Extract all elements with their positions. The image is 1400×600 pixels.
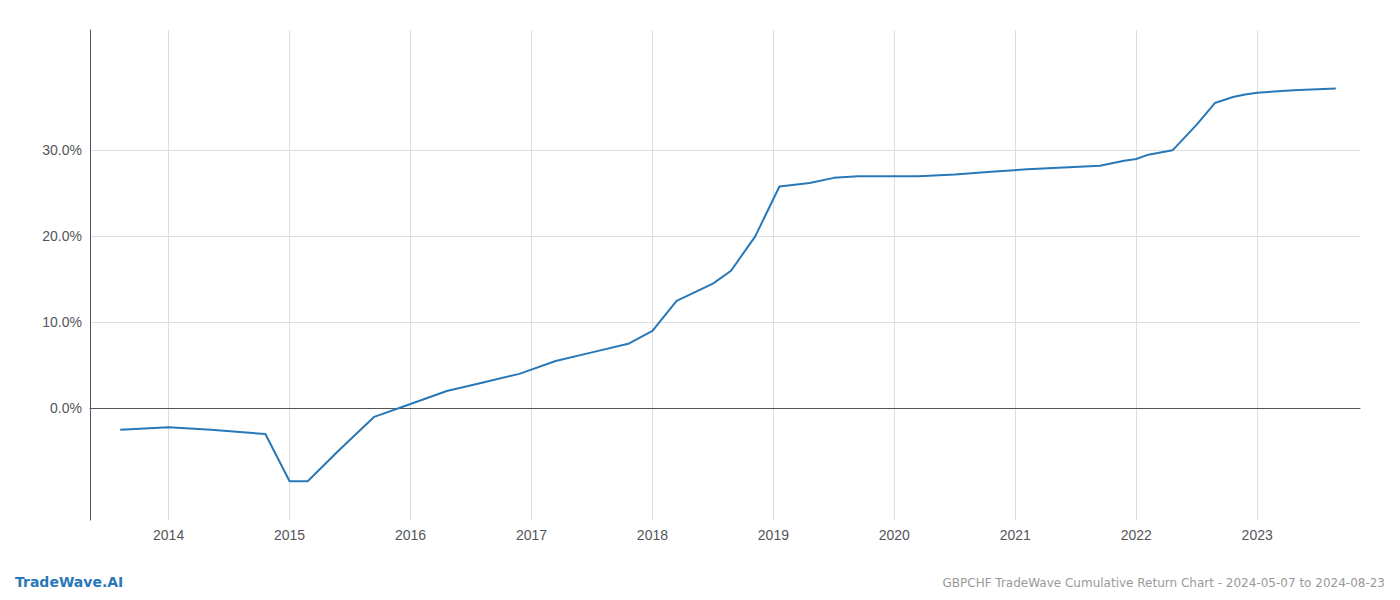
svg-text:20.0%: 20.0% [42,228,82,244]
svg-text:2019: 2019 [758,527,789,543]
svg-text:2022: 2022 [1121,527,1152,543]
svg-text:0.0%: 0.0% [50,400,82,416]
svg-text:10.0%: 10.0% [42,314,82,330]
svg-text:2023: 2023 [1242,527,1273,543]
svg-text:30.0%: 30.0% [42,142,82,158]
svg-text:TradeWave.AI: TradeWave.AI [15,574,123,590]
svg-text:2020: 2020 [879,527,910,543]
svg-text:2014: 2014 [153,527,184,543]
svg-text:GBPCHF TradeWave Cumulative Re: GBPCHF TradeWave Cumulative Return Chart… [942,576,1385,590]
svg-text:2016: 2016 [395,527,426,543]
svg-text:2015: 2015 [274,527,305,543]
svg-text:2017: 2017 [516,527,547,543]
svg-text:2018: 2018 [637,527,668,543]
svg-text:2021: 2021 [1000,527,1031,543]
